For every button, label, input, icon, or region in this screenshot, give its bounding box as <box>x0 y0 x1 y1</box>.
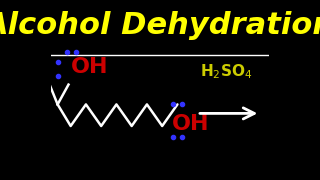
Text: H$_2$SO$_4$: H$_2$SO$_4$ <box>200 63 253 81</box>
Text: OH: OH <box>71 57 108 77</box>
Text: OH: OH <box>172 114 210 134</box>
Text: Alcohol Dehydration: Alcohol Dehydration <box>0 11 320 40</box>
